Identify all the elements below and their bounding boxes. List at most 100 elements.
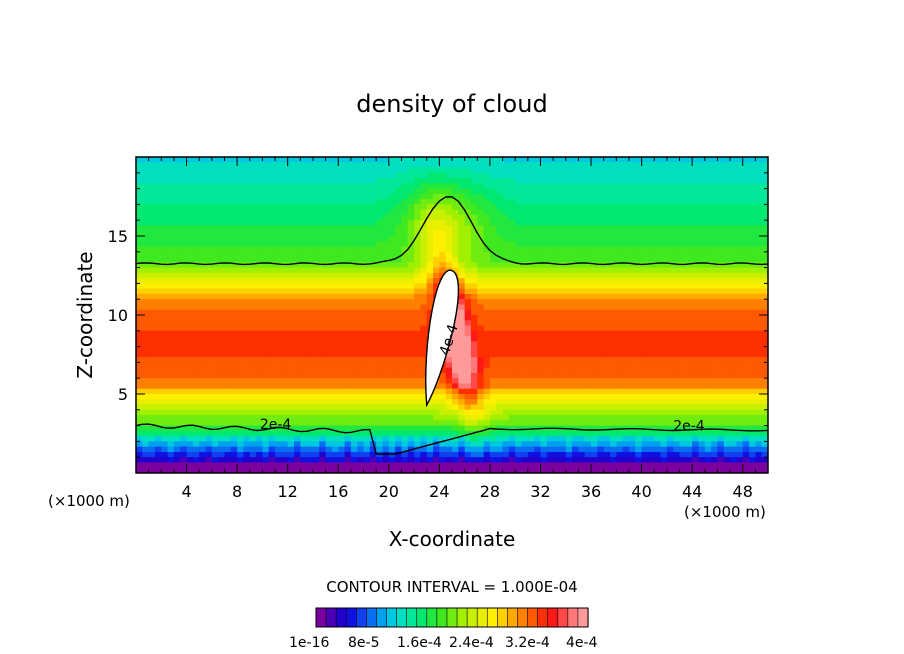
field-cell <box>591 157 598 163</box>
field-cell <box>357 367 365 374</box>
field-cell <box>211 378 219 385</box>
field-cell <box>312 293 320 300</box>
field-cell <box>154 346 162 353</box>
field-cell <box>546 188 554 195</box>
field-cell <box>331 220 339 227</box>
field-cell <box>287 330 295 337</box>
field-cell <box>275 372 282 379</box>
field-cell <box>584 267 592 274</box>
field-cell <box>470 299 478 306</box>
field-cell <box>395 336 403 342</box>
field-cell <box>534 325 542 332</box>
field-cell <box>749 257 756 263</box>
field-cell <box>180 167 188 174</box>
field-cell <box>306 204 314 211</box>
field-cell <box>439 172 447 179</box>
field-cell <box>306 225 314 232</box>
field-cell <box>445 157 453 163</box>
field-cell <box>540 230 548 237</box>
field-cell <box>148 225 156 232</box>
field-cell <box>597 183 605 190</box>
field-cell <box>382 225 390 232</box>
field-cell <box>344 183 352 190</box>
field-cell <box>742 346 750 353</box>
field-cell <box>287 394 295 400</box>
field-cell <box>325 394 333 400</box>
field-cell <box>540 214 548 221</box>
field-cell <box>527 372 535 379</box>
field-cell <box>218 372 226 379</box>
field-cell <box>736 330 744 337</box>
field-cell <box>553 251 561 258</box>
field-cell <box>401 199 409 205</box>
field-cell <box>496 183 504 190</box>
field-cell <box>338 299 346 306</box>
field-cell <box>666 309 674 316</box>
field-cell <box>306 220 314 227</box>
field-cell <box>369 394 377 400</box>
field-cell <box>401 272 409 279</box>
field-cell <box>717 283 725 290</box>
field-cell <box>230 388 238 395</box>
field-cell <box>148 304 156 311</box>
field-cell <box>401 278 409 284</box>
field-cell <box>546 362 554 369</box>
field-cell <box>218 278 226 284</box>
field-cell <box>540 241 548 248</box>
field-cell <box>312 262 320 269</box>
field-cell <box>464 283 472 290</box>
field-cell <box>628 367 636 374</box>
field-cell <box>275 320 282 327</box>
field-cell <box>287 309 295 316</box>
field-cell <box>711 367 719 374</box>
field-cell <box>698 278 706 284</box>
field-cell <box>414 199 421 205</box>
field-cell <box>508 262 516 269</box>
field-cell <box>692 362 700 369</box>
field-cell <box>692 415 700 421</box>
field-cell <box>717 220 725 227</box>
field-cell <box>572 378 579 385</box>
field-cell <box>420 320 428 327</box>
field-cell <box>521 157 529 163</box>
field-cell <box>654 157 662 163</box>
field-cell <box>591 372 598 379</box>
field-cell <box>249 241 257 248</box>
field-cell <box>628 172 636 179</box>
field-cell <box>192 157 200 163</box>
field-cell <box>761 167 768 174</box>
field-cell <box>439 204 447 211</box>
field-cell <box>350 399 358 406</box>
field-cell <box>647 383 655 390</box>
field-cell <box>319 315 327 321</box>
field-cell <box>742 220 750 227</box>
field-cell <box>268 283 276 290</box>
field-cell <box>628 204 636 211</box>
field-cell <box>452 162 459 169</box>
field-cell <box>540 351 548 358</box>
field-cell <box>388 246 396 253</box>
field-cell <box>597 283 605 290</box>
field-cell <box>300 299 308 306</box>
field-cell <box>338 236 346 242</box>
field-cell <box>230 346 238 353</box>
field-cell <box>148 278 156 284</box>
field-cell <box>603 399 611 406</box>
field-cell <box>470 372 478 379</box>
field-cell <box>742 214 750 221</box>
field-cell <box>477 188 485 195</box>
field-cell <box>698 372 706 379</box>
field-cell <box>477 167 485 174</box>
field-cell <box>553 262 561 269</box>
field-cell <box>142 409 150 416</box>
field-cell <box>496 230 504 237</box>
field-cell <box>414 214 421 221</box>
field-cell <box>388 251 396 258</box>
field-cell <box>685 262 693 269</box>
field-cell <box>325 415 333 421</box>
field-cell <box>717 299 725 306</box>
field-cell <box>610 409 617 416</box>
field-cell <box>433 162 440 169</box>
field-cell <box>578 157 586 163</box>
field-cell <box>439 157 447 163</box>
